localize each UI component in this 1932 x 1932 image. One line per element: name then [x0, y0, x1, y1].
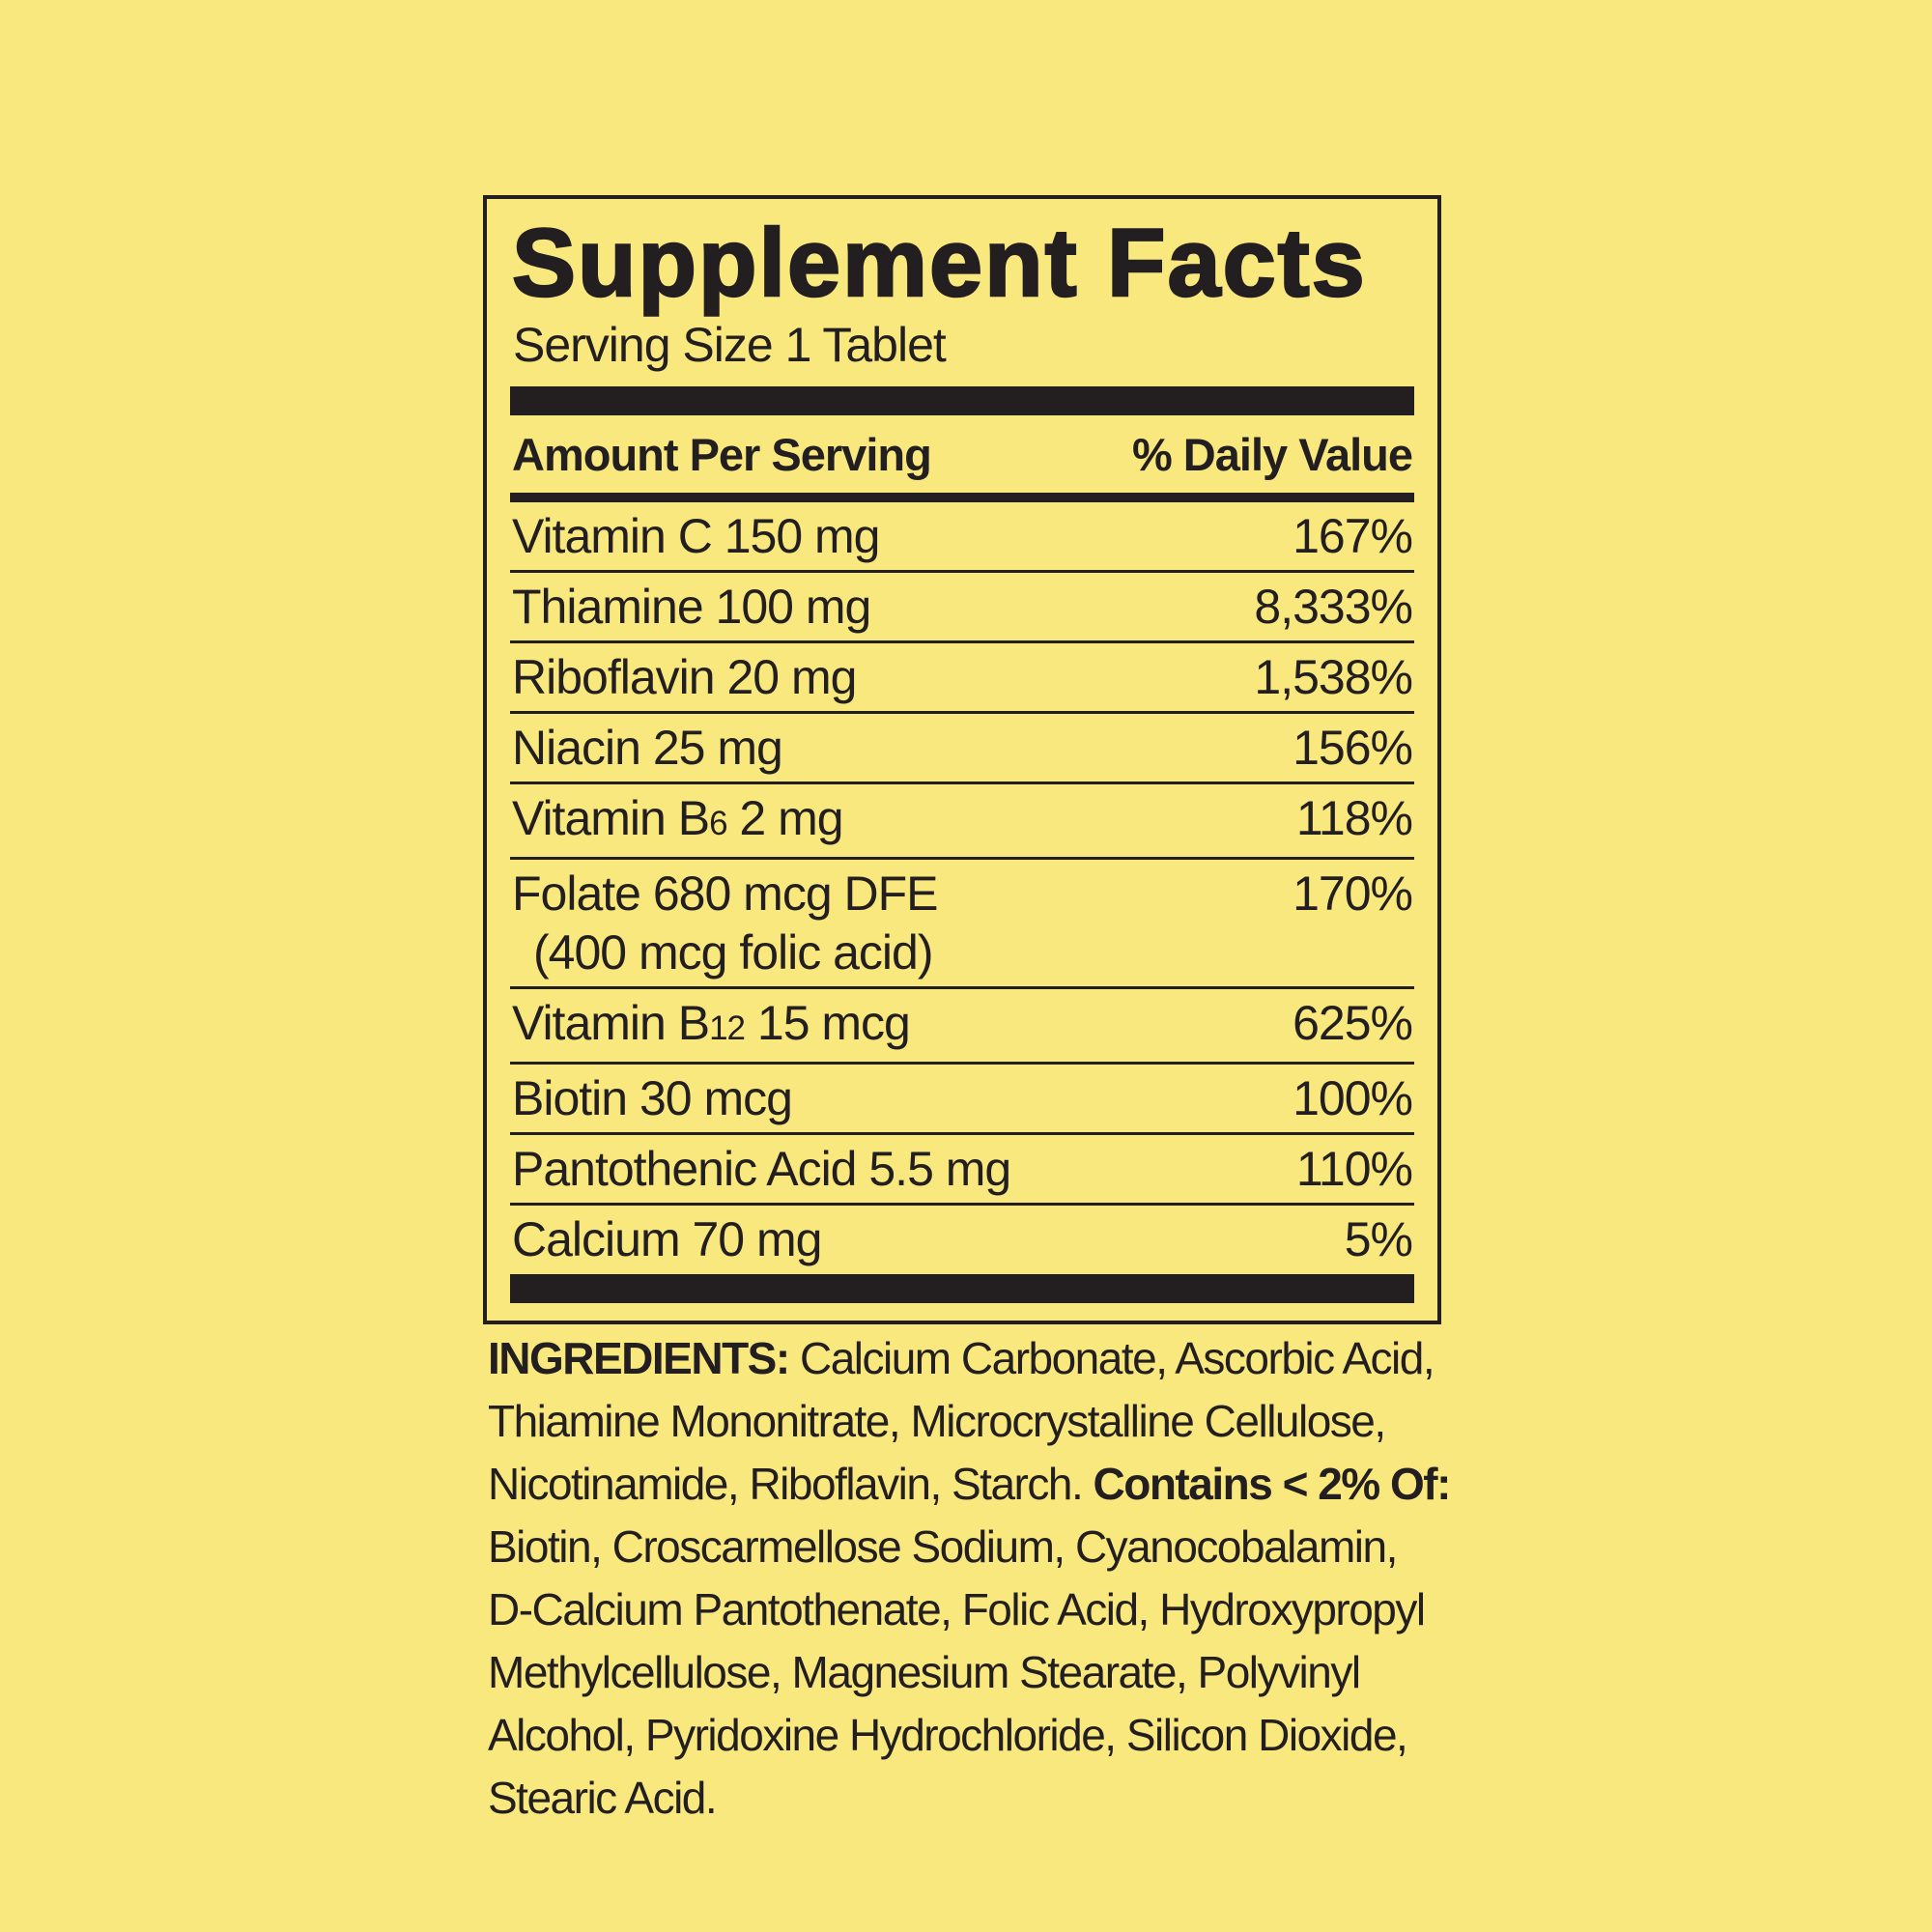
nutrient-row: Vitamin B6 2 mg 118%	[510, 784, 1414, 860]
nutrient-row: Calcium 70 mg 5%	[510, 1206, 1414, 1273]
nutrient-name: Folate 680 mcg DFE (400 mcg folic acid)	[512, 866, 939, 980]
ingredients-line: Alcohol, Pyridoxine Hydrochloride, Silic…	[488, 1710, 1408, 1760]
nutrient-rows: Vitamin C 150 mg 167% Thiamine 100 mg 8,333…	[510, 502, 1414, 1273]
divider-medium-header	[510, 492, 1414, 502]
serving-size: Serving Size 1 Tablet	[513, 318, 947, 372]
nutrient-row: Vitamin C 150 mg 167%	[510, 502, 1414, 573]
nutrient-row: Folate 680 mcg DFE (400 mcg folic acid) 17…	[510, 860, 1414, 989]
nutrient-daily-value: 167%	[1293, 508, 1413, 563]
nutrient-daily-value: 625%	[1293, 995, 1413, 1050]
ingredients-line: Thiamine Mononitrate, Microcrystalline C…	[488, 1396, 1386, 1446]
nutrient-row: Pantothenic Acid 5.5 mg 110%	[510, 1135, 1414, 1206]
ingredients-line: Methylcellulose, Magnesium Stearate, Pol…	[488, 1647, 1361, 1697]
nutrient-row: Riboflavin 20 mg 1,538%	[510, 643, 1414, 714]
nutrient-row: Vitamin B12 15 mcg 625%	[510, 989, 1414, 1065]
nutrient-name: Riboflavin 20 mg	[512, 649, 857, 704]
ingredients-line: INGREDIENTS: Calcium Carbonate, Ascorbic…	[488, 1333, 1435, 1383]
nutrient-name: Thiamine 100 mg	[512, 579, 871, 634]
nutrient-daily-value: 156%	[1293, 720, 1413, 775]
divider-thick-bottom	[510, 1273, 1414, 1303]
nutrient-daily-value: 5%	[1344, 1211, 1413, 1266]
panel-title: Supplement Facts	[511, 209, 1367, 316]
nutrient-row: Biotin 30 mcg 100%	[510, 1065, 1414, 1135]
nutrient-daily-value: 8,333%	[1254, 579, 1413, 634]
ingredients-line: D-Calcium Pantothenate, Folic Acid, Hydr…	[488, 1584, 1426, 1634]
nutrient-name: Niacin 25 mg	[512, 720, 783, 775]
column-header-row: Amount Per Serving % Daily Value	[510, 415, 1414, 493]
ingredients-paragraph: INGREDIENTS: Calcium Carbonate, Ascorbic…	[488, 1327, 1570, 1830]
ingredients-line: Nicotinamide, Riboflavin, Starch. Contai…	[488, 1459, 1451, 1509]
column-header-daily-value: % Daily Value	[1131, 428, 1413, 480]
nutrient-daily-value: 1,538%	[1254, 649, 1413, 704]
nutrient-daily-value: 110%	[1295, 1141, 1413, 1196]
nutrient-name: Pantothenic Acid 5.5 mg	[512, 1141, 1011, 1196]
ingredients-line: Stearic Acid.	[488, 1773, 718, 1823]
nutrient-name: Vitamin B12 15 mcg	[512, 995, 911, 1050]
divider-thick-top	[510, 385, 1414, 415]
nutrient-row: Thiamine 100 mg 8,333%	[510, 573, 1414, 643]
nutrient-name-line2: (400 mcg folic acid)	[533, 924, 933, 980]
nutrient-daily-value: 118%	[1295, 790, 1413, 845]
nutrient-name: Biotin 30 mcg	[512, 1070, 793, 1125]
supplement-facts-panel: Supplement Facts Serving Size 1 Tablet A…	[483, 195, 1441, 1324]
nutrient-name: Calcium 70 mg	[512, 1211, 822, 1266]
nutrient-row: Niacin 25 mg 156%	[510, 714, 1414, 784]
nutrient-name: Vitamin B6 2 mg	[512, 790, 844, 845]
nutrient-daily-value: 100%	[1293, 1070, 1413, 1125]
column-header-amount: Amount Per Serving	[512, 428, 932, 480]
ingredients-line: Biotin, Croscarmellose Sodium, Cyanocoba…	[488, 1521, 1398, 1572]
nutrient-name: Vitamin C 150 mg	[512, 508, 880, 563]
nutrient-daily-value: 170%	[1293, 866, 1413, 921]
